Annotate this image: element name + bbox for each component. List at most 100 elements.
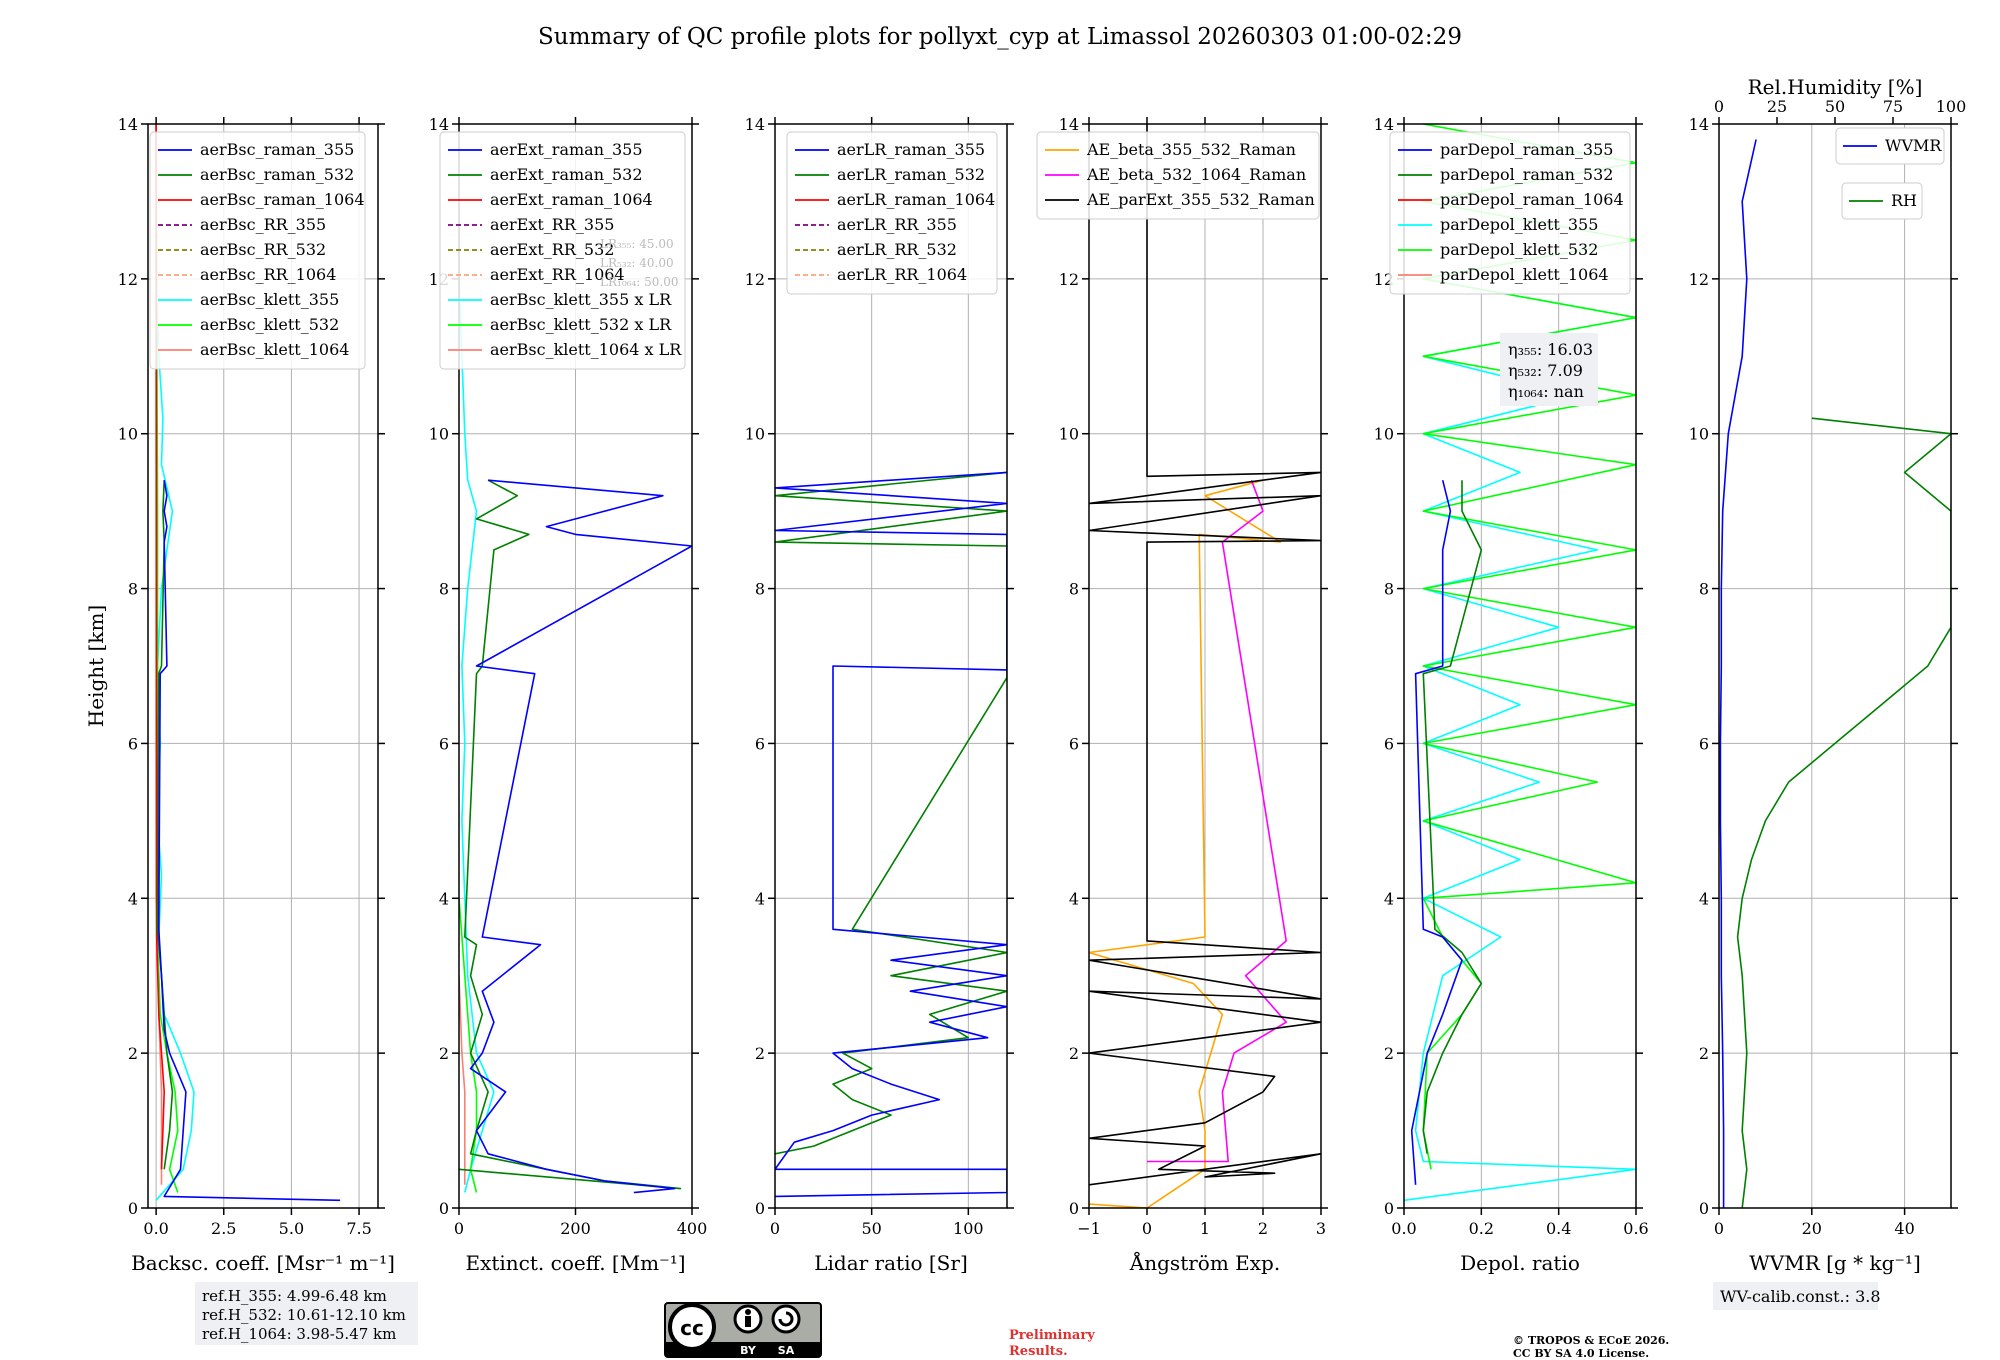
lr-note-1: LR₅₃₂: 40.00 bbox=[600, 256, 674, 270]
data-extinction bbox=[459, 201, 692, 1194]
ytick-label-4: 4 bbox=[1699, 889, 1709, 908]
ytick-label-8: 8 bbox=[1069, 580, 1079, 599]
preliminary-note-line1: Preliminary bbox=[1009, 1328, 1095, 1343]
legend-label-5: aerExt_RR_1064 bbox=[490, 265, 625, 284]
eta-value-2: η₁₀₆₄: nan bbox=[1508, 382, 1584, 401]
legend-label-4: aerLR_RR_532 bbox=[837, 240, 957, 259]
ref-height-1064: ref.H_1064: 3.98-5.47 km bbox=[202, 1325, 396, 1343]
xtick-label-0: 0 bbox=[454, 1219, 464, 1238]
panel-lidar_ratio: 0 2 4 6 8 10 12 14 0 50 100 Lidar ratio [Sr] aerLR_r… bbox=[745, 115, 1014, 1275]
ytick-label-12: 12 bbox=[1689, 270, 1709, 289]
ytick-label-0: 0 bbox=[1699, 1199, 1709, 1218]
ytick-label-12: 12 bbox=[118, 270, 138, 289]
top-xtick-label-75: 75 bbox=[1883, 97, 1903, 116]
legend-label-0: parDepol_raman_355 bbox=[1440, 140, 1613, 159]
xtick-label-2: 2 bbox=[1258, 1219, 1268, 1238]
top-xtick-label-100: 100 bbox=[1936, 97, 1967, 116]
xlabel-backscatter: Backsc. coeff. [Msr⁻¹ m⁻¹] bbox=[131, 1251, 395, 1275]
ytick-label-2: 2 bbox=[1069, 1044, 1079, 1063]
legend-label-2: aerExt_raman_1064 bbox=[490, 190, 653, 209]
ytick-label-10: 10 bbox=[118, 425, 138, 444]
legend-label-1: aerExt_raman_532 bbox=[490, 165, 643, 184]
legend-box-extinction bbox=[439, 131, 686, 370]
ytick-label-4: 4 bbox=[1384, 889, 1394, 908]
legend-label-6: aerBsc_klett_355 bbox=[200, 290, 339, 309]
ytick-label-12: 12 bbox=[1059, 270, 1079, 289]
xtick-label-0: 0.0 bbox=[1391, 1219, 1416, 1238]
ytick-label-0: 0 bbox=[755, 1199, 765, 1218]
legend-label-5: aerLR_RR_1064 bbox=[837, 265, 967, 284]
xlabel-wv: WVMR [g * kg⁻¹] bbox=[1749, 1251, 1921, 1275]
ytick-label-10: 10 bbox=[1374, 425, 1394, 444]
xtick-label-40: 40 bbox=[1894, 1219, 1914, 1238]
sa-label: SA bbox=[778, 1344, 795, 1357]
xtick-label-200: 200 bbox=[560, 1219, 591, 1238]
xtick-label-0: 0 bbox=[1142, 1219, 1152, 1238]
legend-label-1: aerBsc_raman_532 bbox=[200, 165, 354, 184]
top-xtick-label-0: 0 bbox=[1714, 97, 1724, 116]
legend-rh: RH bbox=[1841, 182, 1923, 220]
xtick-label-0.4: 0.4 bbox=[1546, 1219, 1571, 1238]
legend-wvmr-box bbox=[1835, 127, 1945, 165]
xlabel-angstrom: Ångström Exp. bbox=[1129, 1250, 1280, 1275]
legend-label-1: parDepol_raman_532 bbox=[1440, 165, 1613, 184]
legend-box-angstrom bbox=[1036, 131, 1320, 220]
eta-value-1: η₅₃₂: 7.09 bbox=[1508, 361, 1583, 380]
ytick-label-2: 2 bbox=[1384, 1044, 1394, 1063]
ytick-label-6: 6 bbox=[1069, 734, 1079, 753]
legend-label-0: aerBsc_raman_355 bbox=[200, 140, 354, 159]
ref-height-355: ref.H_355: 4.99-6.48 km bbox=[202, 1287, 387, 1305]
ytick-label-8: 8 bbox=[128, 580, 138, 599]
ytick-label-0: 0 bbox=[1384, 1199, 1394, 1218]
data-angstrom bbox=[1089, 124, 1321, 1208]
cc-logo-text: cc bbox=[680, 1316, 704, 1340]
series-aerBsc_klett_532 bbox=[155, 124, 179, 1193]
ytick-label-2: 2 bbox=[755, 1044, 765, 1063]
panel-wv: 0 2 4 6 8 10 12 14 0 20 40 WVMR [g * kg⁻¹] 0 25 50 75 10… bbox=[1689, 75, 1967, 1310]
cc-by-sa-logo[interactable]: cc BY SA bbox=[664, 1302, 822, 1358]
legend-label-2: aerBsc_raman_1064 bbox=[200, 190, 365, 209]
xtick-label-0.6: 0.6 bbox=[1623, 1219, 1648, 1238]
ytick-label-2: 2 bbox=[128, 1044, 138, 1063]
ytick-label-6: 6 bbox=[1699, 734, 1709, 753]
figure-title: Summary of QC profile plots for pollyxt_… bbox=[538, 24, 1462, 50]
copyright-line2: CC BY SA 4.0 License. bbox=[1513, 1347, 1649, 1360]
wv-calib-const: WV-calib.const.: 3.8 bbox=[1720, 1287, 1881, 1306]
data-wv bbox=[1719, 139, 1951, 1208]
ytick-label-14: 14 bbox=[745, 115, 765, 134]
ylabel-backscatter: Height [km] bbox=[84, 605, 108, 727]
xtick-label-20: 20 bbox=[1802, 1219, 1822, 1238]
ref-height-532: ref.H_532: 10.61-12.10 km bbox=[202, 1306, 406, 1324]
lr-note-0: LR₃₅₅: 45.00 bbox=[600, 237, 674, 251]
data-backscatter bbox=[155, 124, 341, 1202]
ytick-label-4: 4 bbox=[1069, 889, 1079, 908]
legend-extinction: aerExt_raman_355 aerExt_raman_532 aerExt_r… bbox=[439, 131, 686, 370]
ytick-label-2: 2 bbox=[1699, 1044, 1709, 1063]
xtick-label-3: 3 bbox=[1316, 1219, 1326, 1238]
legend-label-7: aerBsc_klett_532 x LR bbox=[490, 315, 672, 334]
top-xtick-label-50: 50 bbox=[1825, 97, 1845, 116]
frame-wv bbox=[1718, 123, 1952, 1209]
eta-value-0: η₃₅₅: 16.03 bbox=[1508, 340, 1593, 359]
xtick-label-0: 0 bbox=[770, 1219, 780, 1238]
legend-lidar_ratio: aerLR_raman_355 aerLR_raman_532 aerLR_rama… bbox=[786, 131, 998, 295]
legend-label-0: AE_beta_355_532_Raman bbox=[1086, 140, 1296, 159]
copyright-line1: © TROPOS & ECoE 2026. bbox=[1513, 1334, 1669, 1347]
legend-label-2: AE_parExt_355_532_Raman bbox=[1086, 190, 1315, 209]
ytick-label-12: 12 bbox=[1374, 270, 1394, 289]
ytick-label-6: 6 bbox=[128, 734, 138, 753]
xtick-label-1: 1 bbox=[1200, 1219, 1210, 1238]
series-parDepol_raman_355 bbox=[1410, 480, 1463, 1185]
ytick-label-4: 4 bbox=[755, 889, 765, 908]
xlabel-extinction: Extinct. coeff. [Mm⁻¹] bbox=[465, 1251, 685, 1275]
xtick-label-50: 50 bbox=[861, 1219, 881, 1238]
series-aerBsc_klett_532 x LR bbox=[459, 898, 478, 1193]
ytick-label-10: 10 bbox=[1059, 425, 1079, 444]
ytick-label-14: 14 bbox=[1059, 115, 1079, 134]
top-xtick-label-25: 25 bbox=[1767, 97, 1787, 116]
ytick-label-0: 0 bbox=[1069, 1199, 1079, 1218]
ytick-label-6: 6 bbox=[1384, 734, 1394, 753]
xtick-label-400: 400 bbox=[677, 1219, 708, 1238]
